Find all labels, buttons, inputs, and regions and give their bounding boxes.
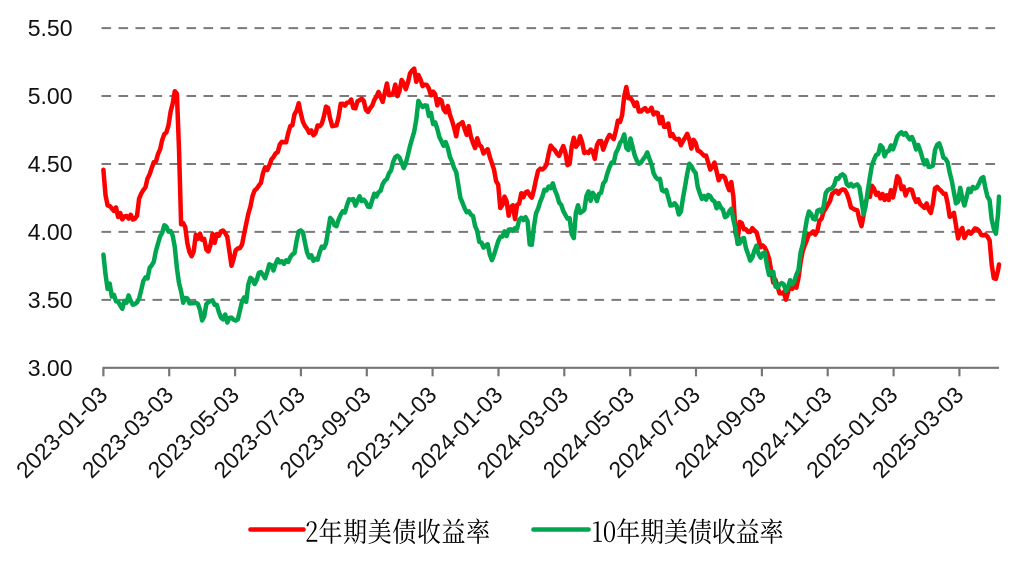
svg-text:4.00: 4.00 [28,219,73,245]
svg-text:4.50: 4.50 [28,151,73,177]
svg-text:3.50: 3.50 [28,287,73,313]
svg-text:5.50: 5.50 [28,15,73,41]
svg-text:3.00: 3.00 [28,355,73,381]
svg-text:5.00: 5.00 [28,83,73,109]
